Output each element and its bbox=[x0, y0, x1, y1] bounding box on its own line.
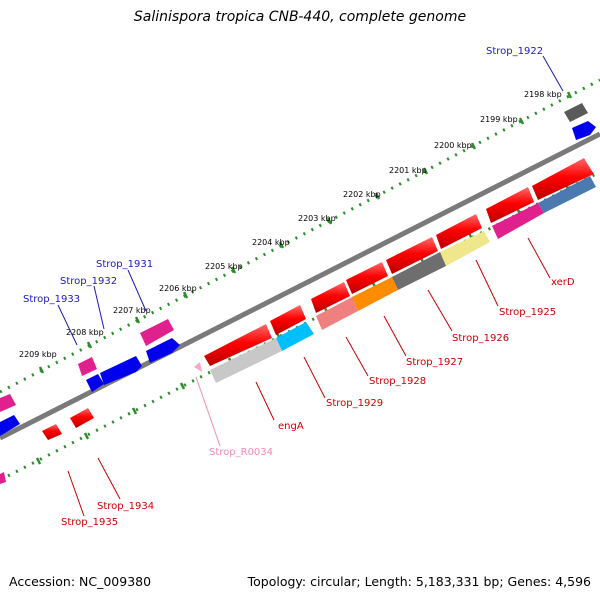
gene-label-strop1933[interactable]: Strop_1933 bbox=[23, 294, 80, 305]
gene-arrow-lightgray bbox=[210, 338, 282, 383]
gene-label-strop1927[interactable]: Strop_1927 bbox=[406, 357, 463, 368]
gene-arrow-pink-edge bbox=[0, 472, 6, 484]
outer-major-ticks bbox=[38, 91, 573, 374]
gene-arrow-orange bbox=[352, 277, 398, 311]
gene-arrow-salmon bbox=[316, 297, 358, 330]
gene-arrow-cyan bbox=[276, 322, 314, 351]
gene-arrow-red-rev bbox=[70, 408, 94, 428]
gene-arrow-khaki bbox=[440, 231, 490, 266]
gene-label-xerd[interactable]: xerD bbox=[551, 277, 575, 288]
map-title: Salinispora tropica CNB-440, complete ge… bbox=[133, 9, 467, 25]
gene-arrow-xerd bbox=[492, 203, 544, 239]
gene-arrow-fwd bbox=[311, 282, 350, 313]
gene-label-strop1929[interactable]: Strop_1929 bbox=[326, 398, 383, 409]
gene-label-stropr0034[interactable]: Strop_R0034 bbox=[209, 447, 273, 458]
gene-arrow-blue-fwd bbox=[146, 338, 180, 363]
gene-arrow-trna bbox=[194, 362, 202, 372]
forward-strand-genes bbox=[0, 103, 596, 436]
accession-text: Accession: NC_009380 bbox=[9, 574, 152, 589]
gene-arrow-fwd bbox=[436, 214, 482, 249]
tick-label: 2204 kbp bbox=[252, 238, 290, 247]
tick-label: 2202 kbp bbox=[343, 190, 381, 199]
gene-arrow-strop1922 bbox=[564, 103, 588, 122]
gene-label-strop1932[interactable]: Strop_1932 bbox=[60, 276, 117, 287]
gene-arrow-steelblue bbox=[538, 176, 596, 213]
label-leaders bbox=[57, 55, 564, 517]
gene-label-strop1931[interactable]: Strop_1931 bbox=[96, 259, 153, 270]
tick-label: 2199 kbp bbox=[480, 115, 518, 124]
gene-arrow-fwd bbox=[270, 305, 306, 335]
tick-label: 2198 kbp bbox=[524, 90, 562, 99]
gene-labels[interactable]: Strop_1922 Strop_1931 Strop_1932 Strop_1… bbox=[23, 46, 575, 528]
gene-arrow-fwd bbox=[532, 158, 594, 200]
gene-label-strop1934[interactable]: Strop_1934 bbox=[97, 501, 154, 512]
gene-label-strop1925[interactable]: Strop_1925 bbox=[499, 307, 556, 318]
gene-arrow-blue-edge bbox=[0, 415, 20, 436]
gene-label-enga[interactable]: engA bbox=[278, 421, 304, 432]
gene-label-strop1935[interactable]: Strop_1935 bbox=[61, 517, 118, 528]
gene-arrow-darkgray bbox=[392, 252, 446, 290]
gene-arrow-fwd bbox=[486, 187, 534, 223]
tick-label: 2209 kbp bbox=[19, 350, 57, 359]
gene-arrow-blue-fwd bbox=[572, 121, 596, 140]
tick-label: 2208 kbp bbox=[66, 328, 104, 337]
gene-arrow-red-rev bbox=[42, 424, 62, 440]
tick-label: 2200 kbp bbox=[434, 141, 472, 150]
gene-label-strop1922[interactable]: Strop_1922 bbox=[486, 46, 543, 57]
gene-arrow-fwd bbox=[204, 324, 272, 366]
gene-arrow-strop1933 bbox=[78, 357, 97, 376]
genome-backbone bbox=[0, 131, 600, 441]
tick-label: 2207 kbp bbox=[113, 306, 151, 315]
genome-stats-text: Topology: circular; Length: 5,183,331 bp… bbox=[247, 574, 591, 589]
gene-arrow-pink-edge bbox=[0, 394, 16, 412]
gene-label-strop1926[interactable]: Strop_1926 bbox=[452, 333, 509, 344]
tick-label: 2201 kbp bbox=[389, 166, 427, 175]
tick-label: 2203 kbp bbox=[298, 214, 336, 223]
reverse-strand-genes bbox=[0, 176, 596, 484]
gene-arrow-blue-fwd bbox=[86, 374, 104, 392]
tick-label: 2205 kbp bbox=[205, 262, 243, 271]
gene-arrow-fwd bbox=[346, 262, 388, 294]
gene-arrow-blue-fwd bbox=[100, 356, 142, 385]
gene-label-strop1928[interactable]: Strop_1928 bbox=[369, 376, 426, 387]
kbp-tick-labels: 2198 kbp 2199 kbp 2200 kbp 2201 kbp 2202… bbox=[19, 90, 562, 359]
gene-arrow-fwd bbox=[386, 237, 438, 274]
tick-label: 2206 kbp bbox=[159, 284, 197, 293]
gene-arrow-strop1931 bbox=[140, 319, 174, 346]
